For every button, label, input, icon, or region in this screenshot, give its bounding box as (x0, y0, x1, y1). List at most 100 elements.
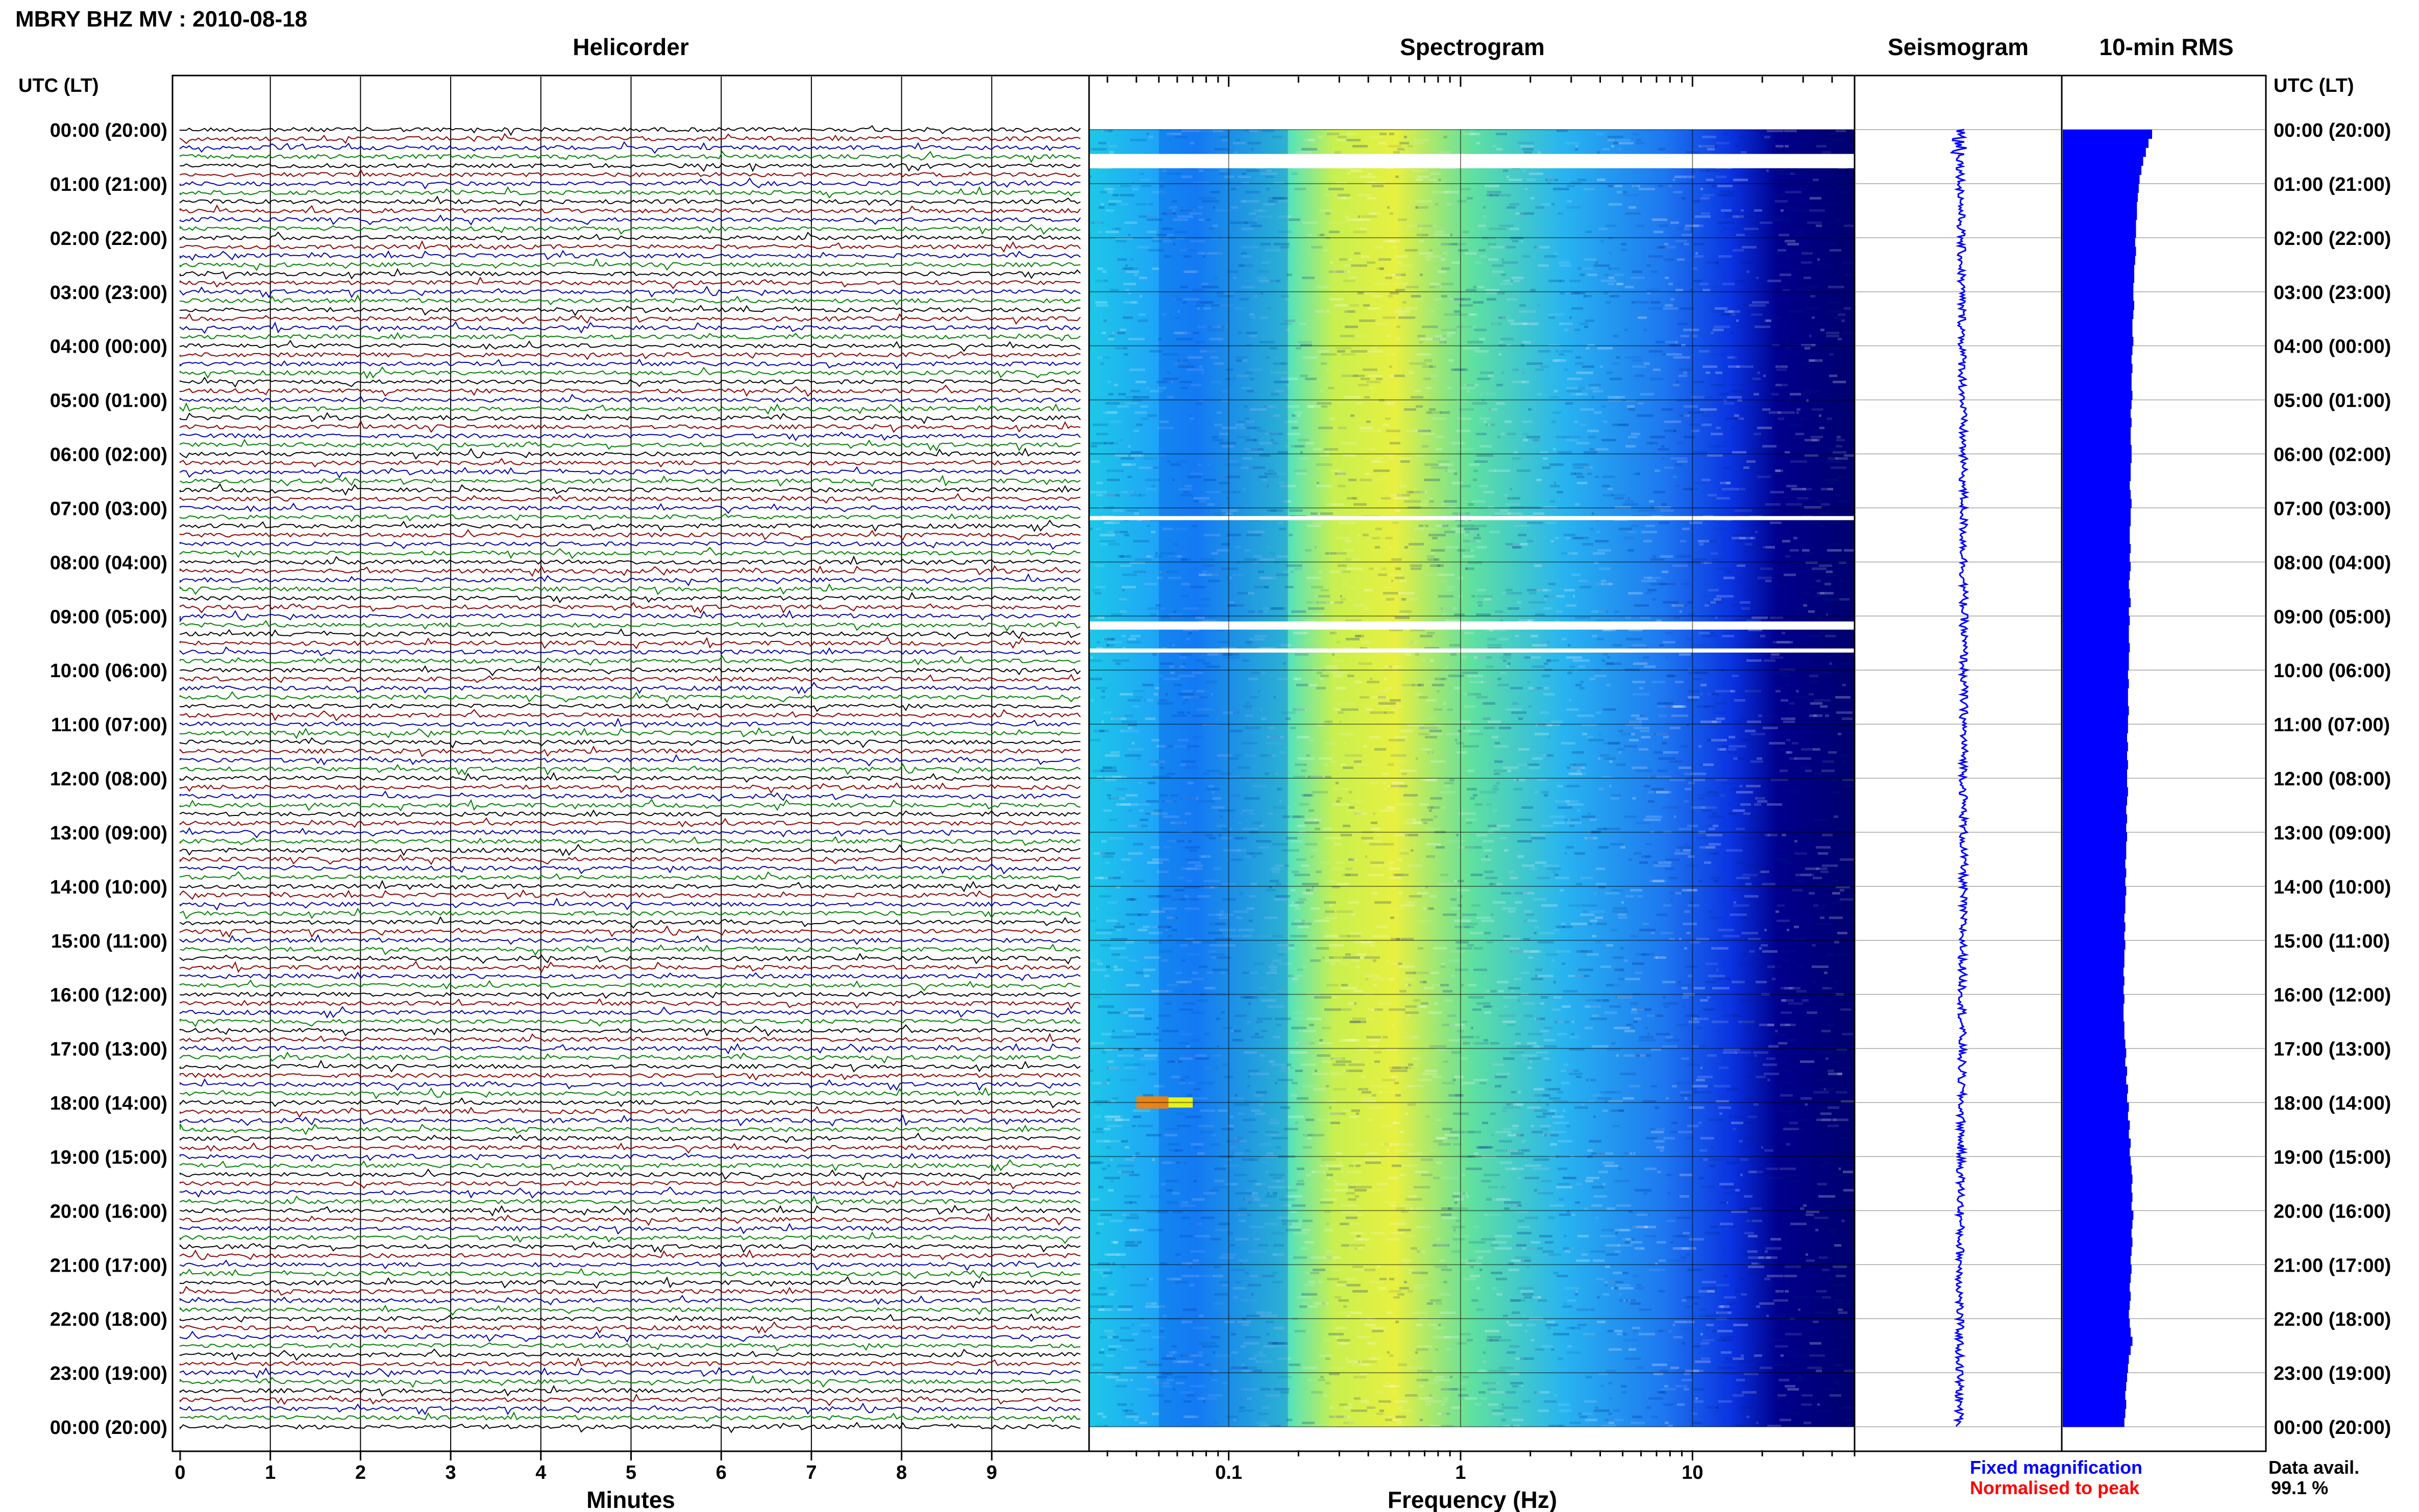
spectrogram-cell (1316, 871, 1322, 873)
spectrogram-cell (1330, 1057, 1345, 1060)
spectrogram-cell (1346, 567, 1363, 570)
spectrogram-cell (1597, 347, 1613, 350)
spectrogram-cell (1586, 1079, 1589, 1081)
spectrogram-cell (1255, 427, 1261, 429)
spectrogram-cell (1765, 580, 1771, 582)
spectrogram-cell (1468, 730, 1479, 732)
spectrogram-cell (1660, 246, 1665, 249)
spectrogram-cell (1251, 883, 1257, 885)
spectrogram-cell (1490, 629, 1507, 631)
spectrogram-cell (1521, 344, 1524, 346)
spectrogram-cell (1763, 375, 1766, 377)
spectrogram-cell (1392, 522, 1398, 524)
spectrogram-cell (1414, 142, 1423, 144)
spectrogram-cell (1425, 387, 1431, 389)
spectrogram-cell (1836, 445, 1842, 448)
spectrogram-cell (1822, 864, 1835, 867)
spectrogram-cell (1444, 782, 1454, 784)
spectrogram-cell (1333, 788, 1348, 790)
spectrogram-cell (1235, 837, 1243, 839)
spectrogram-cell (1188, 953, 1200, 956)
spectrogram-cell (1498, 316, 1506, 319)
spectrogram-cell (1644, 577, 1652, 579)
spectrogram-cell (1472, 500, 1485, 503)
spectrogram-cell (1253, 561, 1258, 564)
spectrogram-cell (1527, 589, 1543, 591)
spectrogram-cell (1328, 387, 1335, 389)
spectrogram-cell (1278, 215, 1291, 218)
spectrogram-cell (1183, 607, 1199, 610)
spectrogram-cell (1742, 246, 1757, 249)
spectrogram-cell (1271, 607, 1286, 610)
time-label-right: 06:00 (02:00) (2274, 444, 2391, 466)
spectrogram-cell (1754, 209, 1762, 212)
spectrogram-cell (1182, 690, 1193, 692)
spectrogram-cell (1408, 641, 1417, 643)
spectrogram-cell (1523, 892, 1534, 895)
spectrogram-cell (1550, 1131, 1566, 1133)
spectrogram-cell (1657, 246, 1667, 249)
spectrogram-cell (1169, 206, 1177, 209)
spectrogram-cell (1307, 776, 1323, 778)
spectrogram-cell (1163, 378, 1178, 380)
spectrogram-cell (1671, 714, 1688, 717)
spectrogram-cell (1597, 179, 1606, 181)
spectrogram-cell (1638, 402, 1643, 405)
spectrogram-cell (1343, 956, 1360, 959)
spectrogram-cell (1696, 938, 1709, 940)
spectrogram-cell (1419, 341, 1423, 343)
spectrogram-cell (1447, 708, 1453, 711)
spectrogram-cell (1649, 776, 1656, 778)
spectrogram-cell (1633, 1021, 1638, 1023)
spectrogram-cell (1776, 368, 1787, 371)
spectrogram-cell (1351, 959, 1360, 962)
spectrogram-cell (1741, 209, 1744, 212)
spectrogram-cell (1688, 975, 1692, 977)
spectrogram-cell (1422, 326, 1438, 328)
time-label-right: 08:00 (04:00) (2274, 552, 2391, 574)
spectrogram-cell (1522, 1140, 1525, 1143)
spectrogram-cell (1128, 234, 1130, 236)
spectrogram-cell (1399, 307, 1401, 310)
spectrogram-cell (1414, 488, 1417, 490)
spectrogram-cell (1125, 402, 1138, 405)
spectrogram-cell (1290, 889, 1296, 891)
spectrogram-cell (1610, 843, 1623, 846)
spectrogram-cell (1739, 240, 1751, 242)
spectrogram-cell (1267, 736, 1284, 738)
spectrogram-cell (1608, 237, 1613, 239)
spectrogram-cell (1353, 375, 1365, 377)
spectrogram-cell (1189, 414, 1191, 417)
spectrogram-cell (1104, 638, 1114, 640)
spectrogram-cell (1707, 791, 1718, 794)
spectrogram-cell (1341, 834, 1352, 836)
spectrogram-cell (1674, 616, 1680, 619)
spectrogram-cell (1230, 1097, 1244, 1100)
helicorder-trace (180, 745, 1081, 757)
spectrogram-cell (1390, 375, 1396, 377)
spectrogram-cell (1562, 638, 1567, 640)
spectrogram-cell (1400, 1131, 1404, 1133)
spectrogram-cell (1364, 956, 1380, 959)
spectrogram-cell (1200, 558, 1215, 561)
spectrogram-cell (1567, 200, 1572, 203)
spectrogram-cell (1313, 448, 1321, 451)
spectrogram-cell (1280, 323, 1292, 325)
spectrogram-cell (1154, 809, 1162, 812)
spectrogram-cell (1310, 889, 1315, 891)
spectrogram-cell (1348, 558, 1360, 561)
spectrogram-cell (1683, 849, 1691, 852)
spectrogram-cell (1494, 194, 1511, 196)
spectrogram-cell (1779, 148, 1782, 151)
spectrogram-cell (1492, 270, 1504, 273)
spectrogram-cell (1218, 326, 1221, 328)
spectrogram-cell (1186, 1045, 1190, 1048)
spectrogram-cell (1527, 1067, 1532, 1069)
spectrogram-cell (1441, 1137, 1455, 1139)
spectrogram-cell (1512, 277, 1523, 279)
spectrogram-cell (1565, 142, 1579, 144)
spectrogram-cell (1568, 975, 1584, 977)
spectrogram-cell (1503, 766, 1518, 769)
spectrogram-cell (1502, 261, 1518, 264)
spectrogram-cell (1493, 770, 1508, 772)
